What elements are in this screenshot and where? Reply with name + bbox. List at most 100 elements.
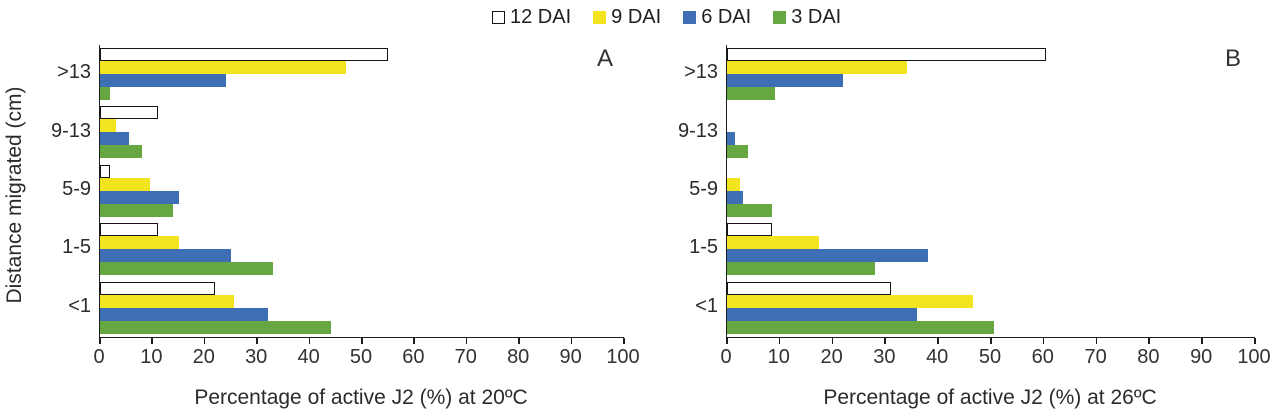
x-axis-tick (413, 338, 415, 344)
x-tick-label: 90 (559, 346, 582, 368)
bar-6-dai-2 (100, 190, 179, 204)
x-axis-tick (308, 338, 311, 344)
legend: 12 DAI 9 DAI 6 DAI 3 DAI (492, 4, 841, 30)
y-axis-title: Distance migrated (cm) (3, 86, 26, 304)
x-tick-label: 10 (140, 346, 163, 368)
bar-12-dai-2 (100, 164, 111, 178)
x-axis-tick (778, 338, 781, 344)
y-category-label: >13 (57, 61, 91, 84)
x-tick-label: 20 (192, 346, 215, 368)
x-tick-label: 50 (349, 346, 373, 368)
bar-6-dai-1 (100, 132, 129, 146)
y-category-label: 1-5 (689, 236, 718, 259)
x-tick-label: 100 (606, 346, 640, 368)
x-axis-tick (256, 338, 258, 344)
x-tick-label: 0 (93, 346, 105, 368)
bar-9-dai-2 (100, 177, 150, 191)
bar-12-dai-3 (727, 223, 772, 237)
x-axis-tick (726, 338, 728, 344)
y-category-label: 1-5 (62, 236, 91, 259)
panel-letter-b: B (1225, 45, 1242, 72)
x-axis-tick (465, 338, 468, 344)
x-axis-tick (1201, 338, 1203, 344)
x-axis-tick (1254, 338, 1256, 344)
bar-12-dai-0 (727, 48, 1047, 61)
x-tick-label: 40 (297, 346, 320, 368)
legend-label: 6 DAI (701, 6, 752, 28)
x-axis-tick (623, 338, 625, 344)
y-category-label: 9-13 (50, 119, 91, 142)
bar-3-dai-4 (100, 320, 331, 334)
x-axis-tick (99, 338, 101, 344)
bar-9-dai-4 (727, 294, 973, 308)
x-tick-label: 80 (507, 346, 530, 368)
bar-9-dai-2 (727, 177, 741, 191)
bar-6-dai-4 (727, 307, 918, 321)
x-axis-tick (151, 338, 153, 344)
plot-area-a (99, 45, 624, 338)
bar-6-dai-1 (727, 132, 735, 146)
bar-3-dai-2 (727, 203, 772, 217)
bar-6-dai-3 (100, 249, 231, 263)
bar-9-dai-0 (727, 61, 907, 74)
x-tick-label: 30 (245, 346, 268, 368)
x-tick-label: 20 (820, 346, 843, 368)
bar-3-dai-1 (727, 145, 749, 159)
x-axis-tick (831, 338, 834, 344)
y-category-label: >13 (684, 61, 718, 84)
legend-label: 3 DAI (791, 6, 842, 28)
y-category-label: <1 (68, 294, 91, 317)
bar-9-dai-1 (100, 119, 116, 133)
x-axis-tick (361, 338, 363, 344)
legend-swatch-icon (492, 10, 505, 24)
x-axis-tick (570, 338, 573, 344)
x-axis-tick (203, 338, 206, 344)
y-category-label: 5-9 (689, 178, 718, 200)
bar-3-dai-0 (100, 87, 111, 100)
x-tick-label: 80 (1137, 346, 1160, 368)
bar-3-dai-2 (100, 203, 174, 217)
legend-swatch-icon (593, 10, 607, 24)
bar-3-dai-4 (727, 320, 994, 334)
x-axis-tick (1148, 338, 1150, 344)
bar-12-dai-3 (100, 223, 158, 237)
bar-9-dai-3 (727, 236, 820, 250)
x-axis-title-b: Percentage of active J2 (%) at 26ºC (823, 386, 1157, 409)
x-tick-label: 60 (402, 346, 425, 368)
bar-9-dai-4 (100, 294, 234, 308)
y-category-label: <1 (695, 294, 718, 317)
bar-3-dai-3 (100, 262, 273, 276)
x-tick-label: 10 (767, 346, 790, 368)
panel-letter-a: A (597, 45, 614, 72)
bar-9-dai-3 (100, 236, 179, 250)
legend-item: 3 DAI (773, 5, 841, 29)
y-category-label: 9-13 (677, 119, 718, 142)
legend-label: 9 DAI (611, 6, 662, 28)
x-tick-label: 90 (1190, 346, 1213, 368)
legend-item: 6 DAI (683, 5, 751, 29)
x-tick-label: 60 (1031, 346, 1054, 368)
legend-label: 12 DAI (510, 6, 572, 28)
bar-12-dai-1 (100, 106, 158, 120)
x-tick-label: 100 (1237, 346, 1271, 368)
x-tick-label: 50 (978, 346, 1002, 368)
x-tick-label: 70 (1084, 346, 1107, 368)
bar-12-dai-4 (727, 281, 891, 295)
y-category-label: 5-9 (62, 178, 91, 200)
legend-swatch-icon (683, 10, 697, 24)
bar-3-dai-0 (727, 87, 775, 100)
legend-swatch-icon (773, 10, 787, 24)
bar-9-dai-0 (100, 61, 347, 74)
x-tick-label: 40 (926, 346, 949, 368)
x-axis-tick (937, 338, 939, 344)
bar-6-dai-4 (100, 307, 268, 321)
bar-6-dai-3 (727, 249, 928, 263)
legend-item: 12 DAI (492, 5, 571, 29)
bar-12-dai-0 (100, 48, 389, 61)
x-tick-label: 30 (873, 346, 896, 368)
legend-item: 9 DAI (593, 5, 661, 29)
bar-3-dai-3 (727, 262, 875, 276)
bar-3-dai-1 (100, 145, 142, 159)
x-axis-tick (1095, 338, 1098, 344)
